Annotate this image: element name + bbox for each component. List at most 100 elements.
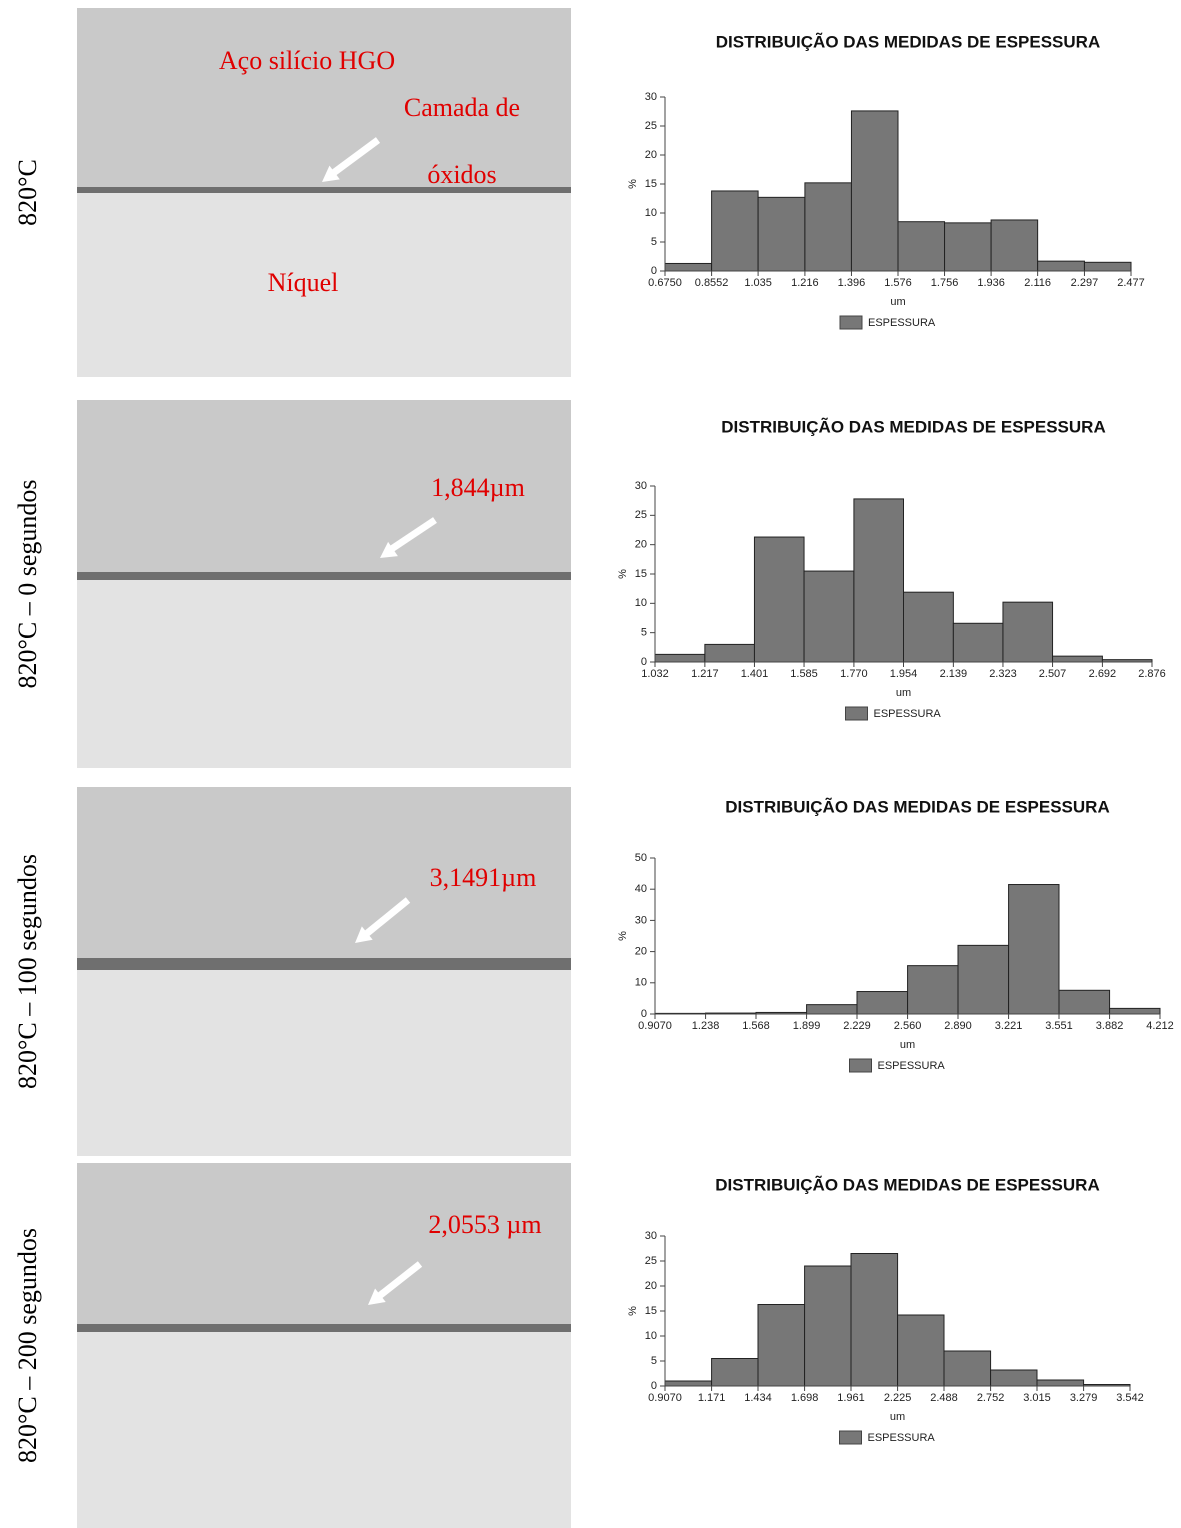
row-label: 820°C xyxy=(13,159,42,226)
x-tick-label: 3.551 xyxy=(1045,1020,1073,1032)
y-tick-label: 10 xyxy=(645,207,657,219)
chart-title: DISTRIBUIÇÃO DAS MEDIDAS DE ESPESSURA xyxy=(725,796,1109,816)
y-tick-label: 25 xyxy=(645,1255,657,1267)
y-tick-label: 15 xyxy=(645,178,657,190)
bar xyxy=(897,1314,945,1387)
y-tick-label: 10 xyxy=(635,977,647,989)
x-tick-label: 1.954 xyxy=(890,668,918,680)
x-tick-label: 1.568 xyxy=(742,1020,770,1032)
y-tick-label: 20 xyxy=(645,1280,657,1292)
nickel-region xyxy=(77,1332,571,1528)
y-tick-label: 30 xyxy=(635,480,647,492)
bar xyxy=(1058,989,1111,1015)
y-tick-label: 0 xyxy=(641,1008,647,1020)
y-tick-label: 0 xyxy=(651,1380,657,1392)
x-tick-label: 1.216 xyxy=(791,277,819,289)
steel-region xyxy=(77,787,571,970)
x-tick-label: 2.323 xyxy=(989,668,1017,680)
y-tick-label: 30 xyxy=(635,914,647,926)
x-tick-label: 1.396 xyxy=(838,277,866,289)
bar xyxy=(753,536,805,663)
x-axis-label: um xyxy=(896,687,911,699)
legend-swatch xyxy=(839,1430,862,1445)
arrow-head xyxy=(368,1288,386,1305)
bar xyxy=(804,182,852,272)
bar xyxy=(903,591,954,663)
y-tick-label: 0 xyxy=(641,656,647,668)
y-tick-label: 5 xyxy=(651,1355,657,1367)
x-tick-label: 1.217 xyxy=(691,668,719,680)
arrow-shaft xyxy=(375,1261,423,1300)
bar xyxy=(1037,260,1085,272)
x-tick-label: 3.279 xyxy=(1070,1392,1098,1404)
bar xyxy=(990,1369,1038,1387)
bar xyxy=(803,570,855,663)
x-tick-label: 4.212 xyxy=(1146,1020,1174,1032)
bar xyxy=(853,498,905,663)
y-axis-label: % xyxy=(617,569,629,579)
x-tick-label: 1.035 xyxy=(744,277,772,289)
x-axis-label: um xyxy=(900,1039,915,1051)
nickel-region xyxy=(77,970,571,1156)
y-tick-label: 40 xyxy=(635,883,647,895)
x-tick-label: 1.899 xyxy=(793,1020,821,1032)
x-tick-label: 1.585 xyxy=(790,668,818,680)
bar xyxy=(943,1350,992,1387)
y-axis-label: % xyxy=(627,179,639,189)
legend-swatch xyxy=(849,1058,872,1073)
legend-swatch xyxy=(839,315,863,330)
bar xyxy=(850,110,899,272)
y-tick-label: 30 xyxy=(645,91,657,103)
arrow-head xyxy=(355,926,373,943)
y-tick-label: 50 xyxy=(635,852,647,864)
x-tick-label: 3.221 xyxy=(995,1020,1023,1032)
x-tick-label: 2.488 xyxy=(930,1392,958,1404)
x-tick-label: 2.692 xyxy=(1089,668,1117,680)
x-tick-label: 1.434 xyxy=(744,1392,772,1404)
arrow-shaft xyxy=(362,897,411,938)
annotation: 1,844µm xyxy=(431,473,525,502)
x-tick-label: 2.477 xyxy=(1117,277,1145,289)
y-axis-label: % xyxy=(627,1306,639,1316)
x-tick-label: 1.401 xyxy=(741,668,769,680)
chart-title: DISTRIBUIÇÃO DAS MEDIDAS DE ESPESSURA xyxy=(716,31,1100,51)
x-tick-label: 2.890 xyxy=(944,1020,972,1032)
bar xyxy=(907,965,959,1015)
bar xyxy=(856,991,909,1015)
x-tick-label: 1.936 xyxy=(977,277,1005,289)
x-tick-label: 1.238 xyxy=(692,1020,720,1032)
x-tick-label: 2.507 xyxy=(1039,668,1067,680)
x-axis-label: um xyxy=(890,296,905,308)
y-tick-label: 15 xyxy=(635,568,647,580)
row-label: 820°C – 0 segundos xyxy=(13,479,42,688)
chart-title: DISTRIBUIÇÃO DAS MEDIDAS DE ESPESSURA xyxy=(721,416,1105,436)
bar xyxy=(806,1004,858,1015)
x-tick-label: 1.756 xyxy=(931,277,959,289)
bar xyxy=(897,221,946,272)
annotation: Camada de xyxy=(404,93,520,122)
nickel-region xyxy=(77,580,571,768)
y-tick-label: 20 xyxy=(635,539,647,551)
x-tick-label: 0.8552 xyxy=(695,277,729,289)
y-tick-label: 15 xyxy=(645,1305,657,1317)
chart-title: DISTRIBUIÇÃO DAS MEDIDAS DE ESPESSURA xyxy=(715,1174,1099,1194)
oxide-layer xyxy=(77,958,571,970)
y-tick-label: 10 xyxy=(645,1330,657,1342)
bar xyxy=(664,1380,713,1387)
annotation: 3,1491µm xyxy=(430,863,537,892)
bar xyxy=(757,196,806,272)
y-tick-label: 10 xyxy=(635,597,647,609)
arrow-shaft xyxy=(388,517,437,553)
annotation: Níquel xyxy=(268,268,339,297)
arrow-shaft xyxy=(329,137,381,177)
bar xyxy=(850,1253,899,1387)
x-tick-label: 1.770 xyxy=(840,668,868,680)
nickel-region xyxy=(77,193,571,377)
bar xyxy=(757,1304,806,1387)
legend-label: ESPESSURA xyxy=(874,708,942,720)
x-tick-label: 2.139 xyxy=(940,668,968,680)
row-label: 820°C – 200 segundos xyxy=(13,1228,42,1463)
y-tick-label: 5 xyxy=(641,627,647,639)
arrow-head xyxy=(380,541,398,558)
x-tick-label: 1.032 xyxy=(641,668,669,680)
